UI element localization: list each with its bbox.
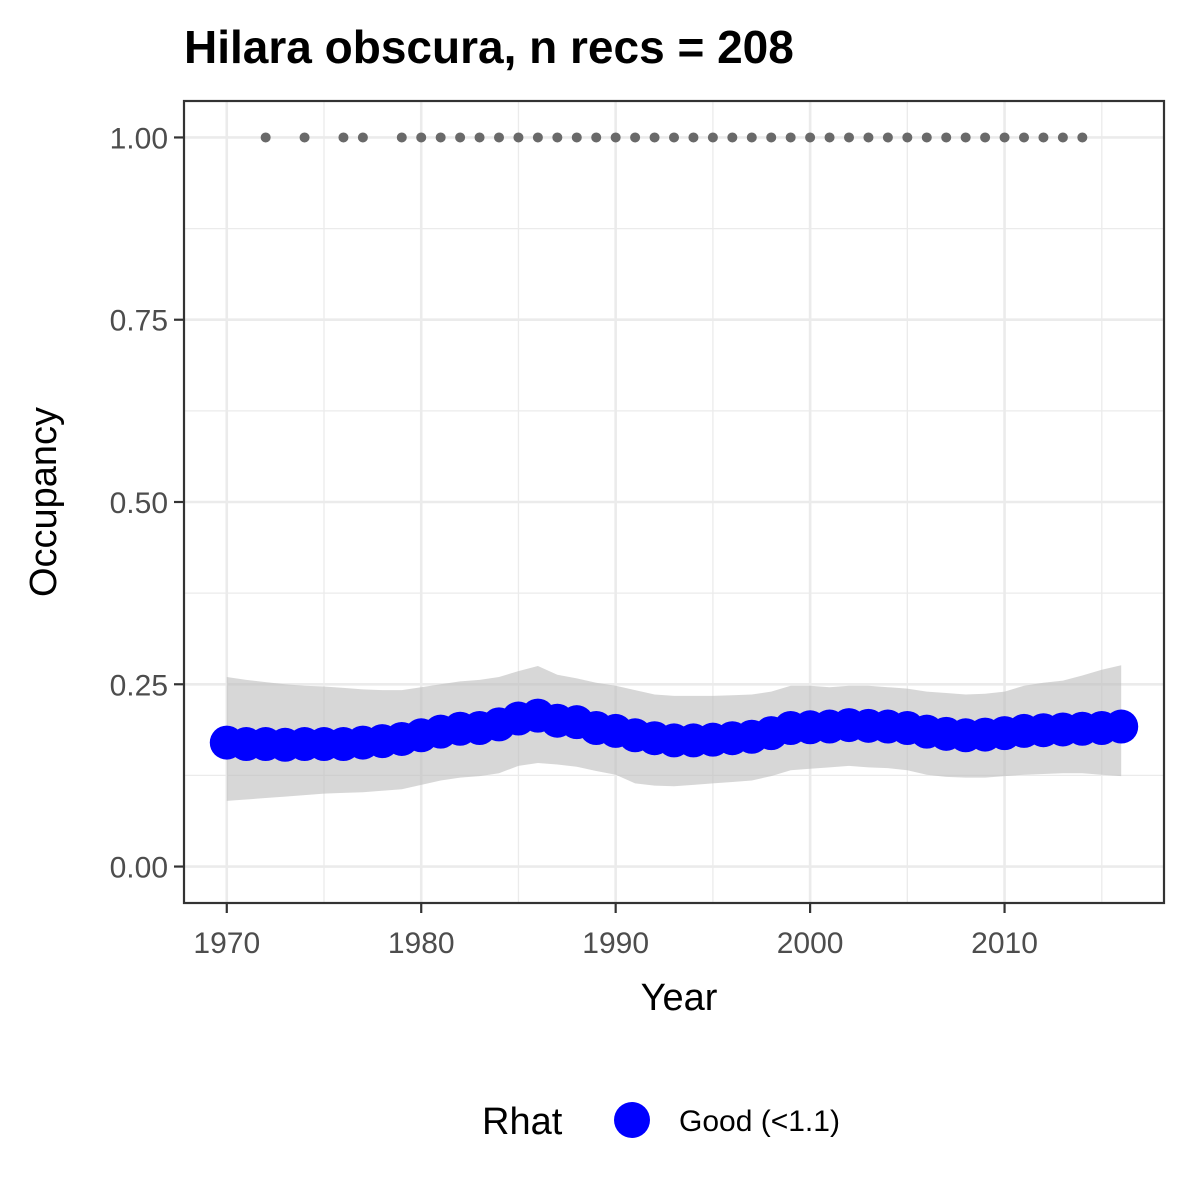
y-tick-label: 0.50 — [110, 487, 168, 520]
legend: Rhat Good (<1.1) — [482, 1101, 840, 1143]
legend-key-good — [614, 1102, 650, 1138]
record-year-point — [999, 132, 1010, 143]
x-tick-label: 2010 — [971, 927, 1038, 960]
record-year-point — [591, 132, 602, 143]
occupancy-points-layer — [209, 698, 1139, 762]
x-tick-label: 1990 — [582, 927, 649, 960]
record-year-point — [727, 132, 738, 143]
record-year-point — [785, 132, 796, 143]
record-year-point — [338, 132, 349, 143]
record-year-point — [435, 132, 446, 143]
record-year-point — [649, 132, 660, 143]
record-year-point — [707, 132, 718, 143]
record-year-point — [941, 132, 952, 143]
x-axis-title: Year — [641, 977, 718, 1019]
record-year-point — [532, 132, 543, 143]
record-year-point — [921, 132, 932, 143]
y-tick-label: 1.00 — [110, 122, 168, 155]
record-year-point — [882, 132, 893, 143]
record-year-point — [669, 132, 679, 143]
record-year-point — [513, 132, 524, 143]
legend-label-good: Good (<1.1) — [679, 1105, 840, 1138]
y-tick-label: 0.25 — [110, 669, 168, 702]
record-year-point — [357, 132, 368, 143]
record-year-point — [902, 132, 913, 143]
record-year-point — [980, 132, 991, 143]
record-year-point — [863, 132, 874, 143]
record-year-point — [824, 132, 835, 143]
record-year-point — [455, 132, 466, 143]
occupancy-point — [1104, 709, 1139, 744]
legend-title: Rhat — [482, 1101, 563, 1143]
record-year-point — [299, 132, 310, 143]
record-year-point — [805, 132, 816, 143]
record-year-point — [474, 132, 485, 143]
x-tick-label: 1980 — [388, 927, 455, 960]
y-tick-label: 0.75 — [110, 305, 168, 338]
x-tick-label: 1970 — [193, 927, 260, 960]
x-axis: 1970 1980 1990 2000 2010 — [193, 903, 1038, 960]
record-year-point — [746, 132, 757, 143]
record-year-point — [610, 132, 621, 143]
record-year-point — [844, 132, 854, 143]
record-year-point — [494, 132, 504, 143]
record-year-point — [960, 132, 971, 143]
record-year-point — [688, 132, 699, 143]
record-year-point — [260, 132, 271, 143]
record-year-point — [1038, 132, 1049, 143]
record-year-point — [416, 132, 427, 143]
y-tick-label: 0.00 — [110, 852, 168, 885]
y-axis-title: Occupancy — [23, 407, 65, 597]
x-tick-label: 2000 — [777, 927, 844, 960]
chart-title: Hilara obscura, n recs = 208 — [184, 21, 794, 73]
record-year-point — [1077, 132, 1088, 143]
record-years-points-layer — [260, 132, 1088, 143]
record-year-point — [571, 132, 582, 143]
record-year-point — [552, 132, 563, 143]
record-year-point — [1019, 132, 1029, 143]
y-axis: 0.00 0.25 0.50 0.75 1.00 — [110, 122, 184, 885]
record-year-point — [630, 132, 641, 143]
record-year-point — [396, 132, 407, 143]
record-year-point — [1057, 132, 1068, 143]
record-year-point — [766, 132, 777, 143]
